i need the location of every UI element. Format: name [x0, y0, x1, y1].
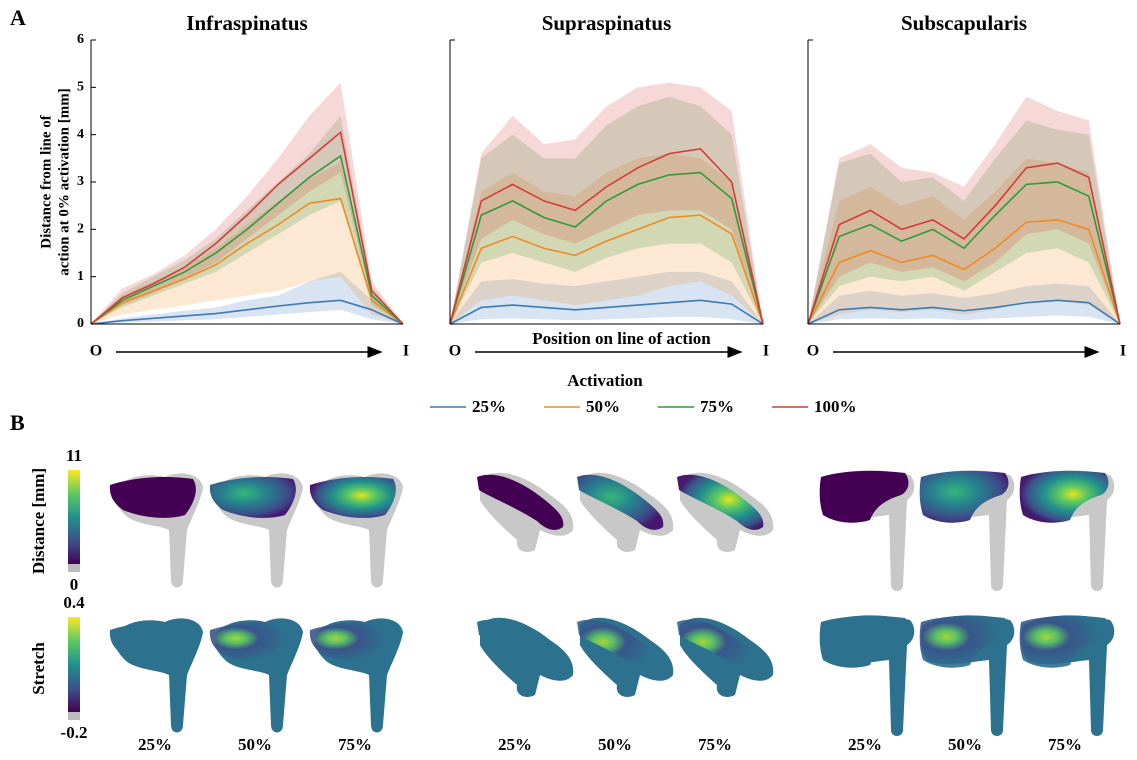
- y-tick-label: 6: [77, 32, 84, 47]
- y-tick-label: 4: [77, 127, 84, 142]
- shoulder-render: [577, 618, 673, 697]
- column-label: 25%: [848, 735, 882, 754]
- colorbar: [68, 617, 80, 712]
- y-tick-label: 2: [77, 222, 84, 237]
- shoulder-render: [210, 618, 303, 732]
- column-label: 25%: [138, 735, 172, 754]
- shoulder-render: [210, 473, 303, 587]
- y-axis-label: Distance from line of: [38, 114, 54, 248]
- x-tick-label: O: [807, 343, 819, 360]
- x-tick-label: I: [1120, 343, 1126, 360]
- shoulder-render: [110, 473, 203, 587]
- y-tick-label: 3: [77, 174, 84, 189]
- colorbar-label-group: Stretch: [29, 642, 48, 695]
- shoulder-render: [1020, 470, 1115, 591]
- chart-title: Subscapularis: [901, 11, 1027, 35]
- colorbar-under: [68, 564, 80, 572]
- column-label: 50%: [238, 735, 272, 754]
- column-label: 75%: [1048, 735, 1082, 754]
- shoulder-render: [477, 473, 573, 552]
- shoulder-render: [677, 618, 773, 697]
- y-tick-label: 1: [77, 269, 84, 284]
- shoulder-render: [110, 618, 203, 732]
- figure: A B Infraspinatus 0 1 2 3 4 5 6 O I Distance from li…: [0, 0, 1137, 760]
- shoulder-render: [677, 473, 773, 552]
- column-label: 25%: [498, 735, 532, 754]
- shoulder-render: [577, 473, 673, 552]
- column-label: 75%: [338, 735, 372, 754]
- shoulder-render: [310, 618, 403, 732]
- colorbar-label: Distance [mm]: [29, 468, 48, 574]
- colorbar-under: [68, 712, 80, 720]
- shoulder-render: [820, 470, 915, 591]
- legend-label: 50%: [586, 397, 620, 416]
- column-label: 50%: [948, 735, 982, 754]
- y-axis-label: action at 0% activation [mm]: [56, 88, 72, 275]
- colorbar-label: Stretch: [29, 642, 48, 695]
- shoulder-render: [920, 470, 1015, 591]
- shoulder-render: [1020, 615, 1115, 736]
- y-tick-label: 0: [77, 316, 84, 331]
- colorbar-label-group: Distance [mm]: [29, 468, 48, 574]
- panel-label: A: [10, 5, 26, 30]
- x-tick-label: I: [763, 343, 769, 360]
- colorbar-max: 0.4: [63, 593, 85, 612]
- x-tick-label: O: [90, 343, 102, 360]
- shoulder-render: [820, 615, 915, 736]
- legend-label: 75%: [700, 397, 734, 416]
- chart-title: Supraspinatus: [542, 11, 672, 35]
- column-label: 75%: [698, 735, 732, 754]
- shoulder-render: [310, 473, 403, 587]
- x-tick-label: I: [403, 343, 409, 360]
- x-axis-label: Position on line of action: [532, 329, 711, 348]
- shoulder-render: [477, 618, 573, 697]
- legend-label: 100%: [814, 397, 857, 416]
- colorbar-min: -0.2: [61, 723, 88, 742]
- colorbar-min: 0: [70, 575, 79, 594]
- colorbar-max: 11: [66, 446, 82, 465]
- x-tick-label: O: [449, 343, 461, 360]
- panel-label: B: [10, 410, 25, 435]
- shoulder-render: [920, 615, 1015, 736]
- chart-title: Infraspinatus: [186, 11, 307, 35]
- colorbar: [68, 470, 80, 564]
- y-tick-label: 5: [77, 80, 84, 95]
- legend-label: 25%: [472, 397, 506, 416]
- column-label: 50%: [598, 735, 632, 754]
- legend-title: Activation: [567, 371, 643, 390]
